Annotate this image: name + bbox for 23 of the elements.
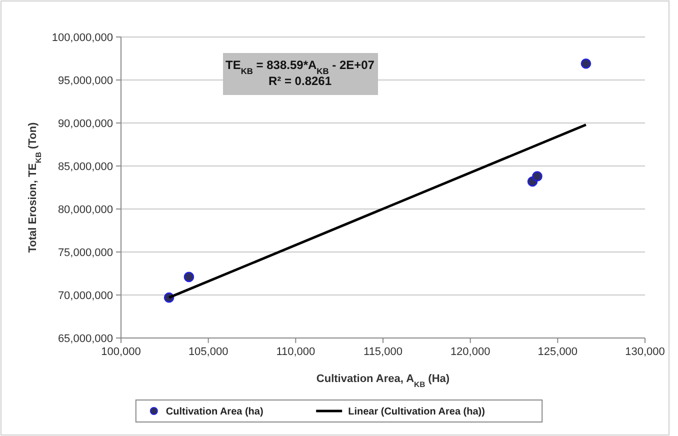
point: [532, 171, 542, 182]
legend-label: Cultivation Area (ha): [166, 406, 264, 418]
y-tick-label: 65,000,000: [58, 332, 113, 345]
y-tick-label: 90,000,000: [58, 118, 113, 130]
x-tick-label: 130,000: [625, 346, 665, 358]
y-tick-label: 75,000,000: [58, 246, 113, 259]
y-tick-label: 95,000,000: [58, 74, 113, 87]
y-tick-label: 80,000,000: [58, 204, 113, 216]
legend-label: Linear (Cultivation Area (ha)): [348, 406, 485, 418]
x-tick-label: 125,000: [538, 346, 578, 358]
point: [580, 58, 592, 69]
annotation: R² = 0.8261: [268, 74, 332, 88]
y-tick-label: 100,000,000: [52, 32, 113, 44]
x-tick-label: 115,000: [364, 346, 402, 358]
x-tick-label: 105,000: [188, 346, 228, 358]
x-axis-title: Cultivation Area, A$_{KB}$ (Ha): [316, 373, 450, 388]
point: [184, 272, 194, 282]
x-tick-label: 100,000: [101, 346, 141, 358]
y-tick-label: 85,000,000: [58, 160, 113, 173]
annotation: TE$_{KB}$ = 838.59*A$_{KB}$ - 2E+07: [226, 58, 375, 76]
x-tick-label: 120,000: [450, 346, 490, 358]
y-tick-label: 70,000,000: [58, 290, 113, 302]
x-tick-label: 110,000: [276, 346, 316, 358]
